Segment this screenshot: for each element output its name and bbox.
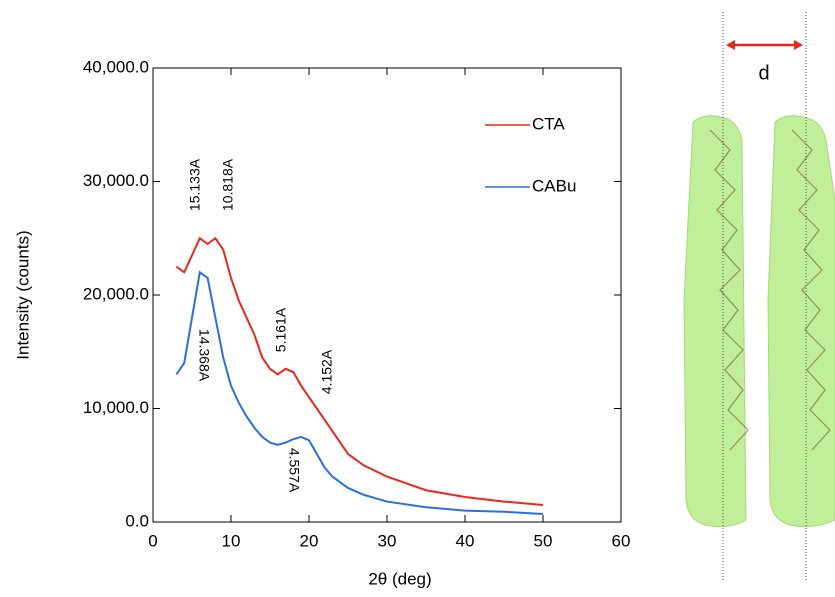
y-tick-label: 20,000.0 [83,284,149,303]
plot-frame [152,67,622,523]
x-tick-label: 40 [456,531,475,550]
arrow-head [726,40,803,50]
y-tick-label: 10,000.0 [83,398,149,417]
molecule-chain [709,129,831,451]
x-tick-label: 60 [612,531,631,550]
molecule-illustration: d [683,12,835,580]
x-tick-label: 0 [148,531,157,550]
x-tick-label: 50 [534,531,553,550]
peak-annotation: 10.818A [220,158,236,211]
spacing-label: d [758,62,769,84]
y-axis-label: Intensity (counts) [13,230,32,359]
legend-label: CABu [532,176,576,195]
y-tick-label: 30,000.0 [83,171,149,190]
x-tick-label: 10 [222,531,241,550]
x-tick-label: 20 [300,531,319,550]
data-line [175,270,544,516]
peak-annotation: 5.161A [273,307,289,352]
peak-annotation: 4.152A [319,349,335,394]
x-tick-label: 30 [378,531,397,550]
legend-label: CTA [532,114,565,133]
peak-annotation: 4.557A [286,448,302,493]
peak-annotation: 15.133A [187,158,203,211]
peak-annotation: 14.368A [196,329,212,382]
molecule-column [767,115,835,528]
x-axis-label: 2θ (deg) [368,569,431,588]
molecule-column [683,115,747,528]
data-line [175,236,544,506]
y-tick-label: 40,000.0 [83,57,149,76]
y-tick-label: 0.0 [125,511,149,530]
